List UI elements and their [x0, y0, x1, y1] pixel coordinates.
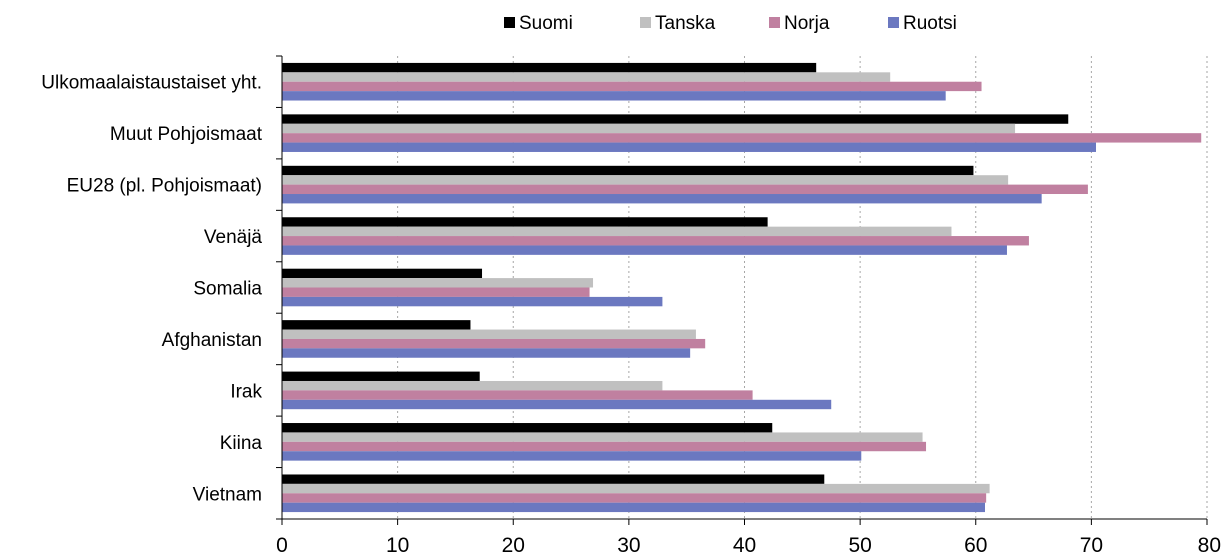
legend-label-suomi: Suomi — [519, 13, 573, 34]
bar-suomi — [282, 371, 480, 381]
bar-norja — [282, 81, 982, 92]
bar-ruotsi — [282, 451, 862, 461]
category-label: Venäjä — [204, 227, 263, 248]
legend-swatch-suomi — [504, 17, 515, 28]
bar-suomi — [282, 114, 1069, 124]
x-tick-label: 80 — [1198, 534, 1221, 557]
bar-norja — [282, 236, 1029, 246]
legend: Suomi Tanska Norja Ruotsi — [504, 13, 957, 34]
bar-norja — [282, 184, 1088, 195]
bar-norja — [282, 133, 1202, 143]
category-label: Ulkomaalaistaustaiset yht. — [41, 73, 262, 94]
bar-norja — [282, 493, 987, 503]
x-tick-label: 60 — [964, 534, 987, 557]
bar-ruotsi — [282, 142, 1096, 152]
category-label: Vietnam — [193, 484, 262, 505]
bar-tanska — [282, 329, 696, 339]
bar-ruotsi — [282, 502, 985, 513]
legend-swatch-ruotsi — [888, 17, 899, 28]
bar-tanska — [282, 380, 663, 391]
bar-norja — [282, 441, 927, 452]
x-tick-label: 30 — [617, 534, 640, 557]
bars — [282, 62, 1202, 513]
bar-ruotsi — [282, 91, 946, 101]
legend-label-ruotsi: Ruotsi — [903, 13, 957, 34]
x-tick-label: 40 — [733, 534, 756, 557]
legend-label-tanska: Tanska — [655, 13, 716, 34]
x-tick-label: 50 — [848, 534, 871, 557]
category-label: Afghanistan — [162, 330, 262, 351]
x-tick-label: 0 — [276, 534, 288, 557]
bar-suomi — [282, 423, 773, 433]
bar-tanska — [282, 432, 923, 442]
bar-norja — [282, 338, 706, 349]
bar-suomi — [282, 62, 817, 73]
category-label: Irak — [230, 381, 262, 402]
x-tick-label: 70 — [1080, 534, 1103, 557]
x-tick-label: 20 — [502, 534, 525, 557]
bar-suomi — [282, 474, 825, 484]
bar-tanska — [282, 123, 1016, 134]
bar-norja — [282, 390, 753, 400]
bar-tanska — [282, 175, 1009, 185]
y-axis: Ulkomaalaistaustaiset yht. Muut Pohjoisma… — [41, 55, 283, 520]
bar-suomi — [282, 165, 974, 176]
bar-suomi — [282, 320, 471, 330]
bar-tanska — [282, 278, 594, 288]
legend-label-norja: Norja — [784, 13, 830, 34]
bar-tanska — [282, 226, 952, 237]
category-label: Muut Pohjoismaat — [110, 124, 263, 145]
bar-suomi — [282, 217, 768, 227]
legend-swatch-norja — [769, 17, 780, 28]
bar-tanska — [282, 483, 990, 494]
legend-swatch-tanska — [640, 17, 651, 28]
bar-ruotsi — [282, 296, 663, 307]
bar-ruotsi — [282, 245, 1007, 255]
bar-ruotsi — [282, 399, 832, 410]
bar-tanska — [282, 72, 891, 82]
category-label: EU28 (pl. Pohjoismaat) — [67, 176, 262, 197]
bar-suomi — [282, 268, 483, 279]
bar-norja — [282, 287, 590, 297]
bar-ruotsi — [282, 194, 1042, 204]
x-axis: 0 10 20 30 40 50 60 70 80 — [276, 518, 1221, 557]
x-tick-label: 10 — [386, 534, 409, 557]
bar-ruotsi — [282, 348, 691, 358]
category-label: Kiina — [220, 433, 263, 454]
category-label: Somalia — [193, 279, 262, 300]
